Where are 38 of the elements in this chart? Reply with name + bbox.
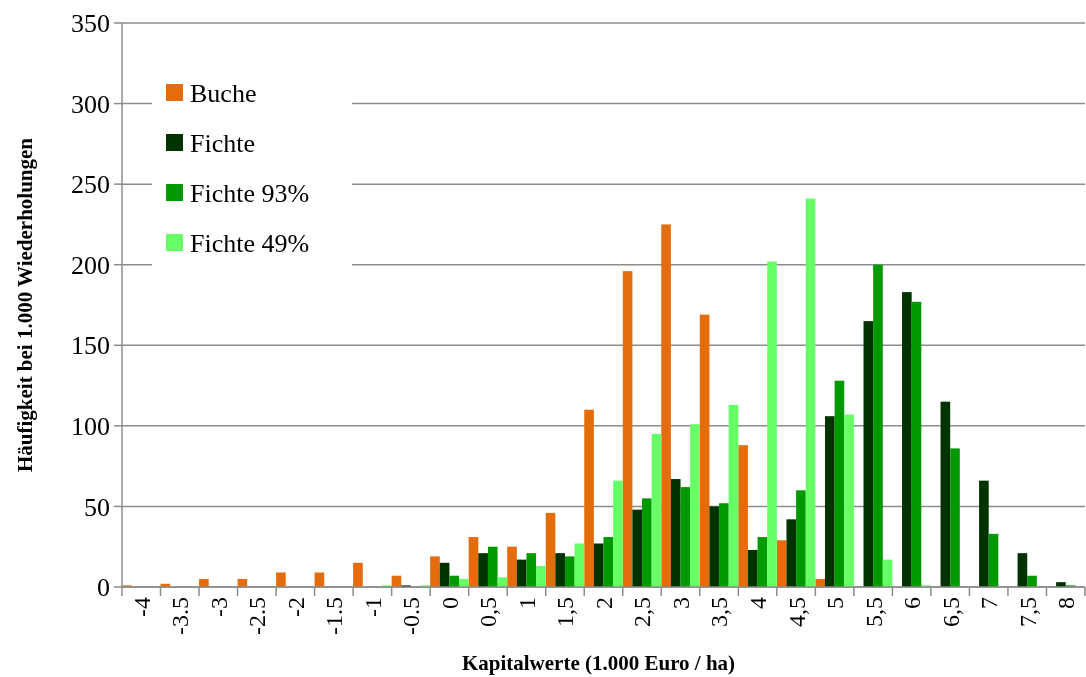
y-tick-label: 250 bbox=[71, 170, 110, 200]
y-tick-label: 50 bbox=[84, 492, 110, 522]
x-axis-title: Kapitalwerte (1.000 Euro / ha) bbox=[461, 651, 736, 675]
x-tick-label: 7,5 bbox=[1014, 597, 1041, 627]
legend-label: Fichte 93% bbox=[190, 179, 310, 209]
legend-label: Fichte bbox=[190, 129, 255, 159]
x-tick-label: 1 bbox=[513, 597, 540, 609]
x-tick-label: 2 bbox=[590, 597, 617, 609]
y-tick-label: 100 bbox=[71, 411, 110, 441]
x-tick-label: 7 bbox=[976, 597, 1003, 609]
x-tick-label: 3,5 bbox=[706, 597, 733, 627]
x-tick-label: 6,5 bbox=[937, 597, 964, 627]
x-tick-label: 3 bbox=[667, 597, 694, 609]
y-axis-title: Häufigkeit bei 1.000 Wiederholungen bbox=[13, 137, 37, 473]
x-tick-label: 2,5 bbox=[629, 597, 656, 627]
x-tick-label: -2 bbox=[282, 597, 309, 617]
x-tick-label: 4,5 bbox=[783, 597, 810, 627]
y-tick-label: 300 bbox=[71, 89, 110, 119]
x-tick-label: 0,5 bbox=[475, 597, 502, 627]
y-tick-label: 200 bbox=[71, 250, 110, 280]
x-tick-label: -3.5 bbox=[167, 597, 194, 635]
y-tick-label: 150 bbox=[71, 331, 110, 361]
x-tick-label: -2.5 bbox=[244, 597, 271, 635]
legend-label: Buche bbox=[190, 79, 257, 109]
x-tick-label: 0 bbox=[436, 597, 463, 609]
x-tick-label: -4 bbox=[128, 597, 155, 617]
x-tick-label: 5,5 bbox=[860, 597, 887, 627]
x-tick-label: 1,5 bbox=[552, 597, 579, 627]
x-tick-label: 4 bbox=[744, 597, 771, 609]
x-tick-label: 6 bbox=[899, 597, 926, 609]
x-tick-label: -0.5 bbox=[398, 597, 425, 635]
x-tick-label: -1 bbox=[359, 597, 386, 617]
x-tick-label: -3 bbox=[205, 597, 232, 617]
x-tick-label: 5 bbox=[822, 597, 849, 609]
x-tick-label: 8 bbox=[1053, 597, 1080, 609]
y-tick-label: 350 bbox=[71, 9, 110, 39]
x-tick-label: -1.5 bbox=[321, 597, 348, 635]
legend-label: Fichte 49% bbox=[190, 229, 310, 259]
